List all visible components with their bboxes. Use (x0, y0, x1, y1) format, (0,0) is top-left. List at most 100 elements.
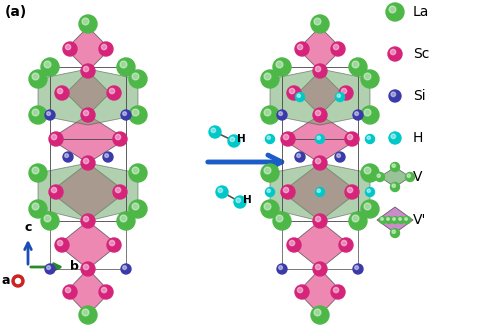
Circle shape (364, 167, 371, 174)
Circle shape (349, 58, 367, 76)
Circle shape (132, 73, 139, 80)
Circle shape (355, 266, 359, 269)
Circle shape (335, 152, 345, 162)
Circle shape (99, 285, 113, 299)
Circle shape (352, 215, 359, 222)
Circle shape (385, 216, 393, 223)
Circle shape (132, 167, 139, 174)
Circle shape (392, 216, 398, 223)
Circle shape (364, 109, 371, 116)
Circle shape (296, 93, 304, 101)
Circle shape (81, 156, 95, 170)
Circle shape (55, 238, 69, 252)
Circle shape (334, 44, 339, 50)
Circle shape (281, 132, 295, 146)
Text: La: La (413, 5, 430, 19)
Circle shape (313, 108, 327, 122)
Circle shape (407, 174, 410, 178)
Circle shape (352, 61, 359, 68)
Circle shape (79, 15, 97, 33)
Text: V: V (413, 170, 422, 184)
Circle shape (392, 164, 396, 167)
Circle shape (375, 173, 384, 181)
Circle shape (389, 132, 401, 144)
Circle shape (41, 212, 59, 230)
Circle shape (121, 110, 131, 120)
Circle shape (391, 134, 396, 139)
Circle shape (115, 187, 120, 193)
Circle shape (397, 216, 405, 223)
Circle shape (317, 189, 321, 193)
Circle shape (216, 186, 228, 198)
Circle shape (391, 92, 396, 96)
Circle shape (55, 86, 69, 100)
Circle shape (283, 187, 288, 193)
Circle shape (261, 70, 279, 88)
Circle shape (311, 306, 329, 324)
Text: b: b (70, 261, 79, 273)
Circle shape (380, 216, 386, 223)
Circle shape (298, 287, 303, 293)
Circle shape (289, 240, 295, 246)
Circle shape (279, 112, 283, 115)
Circle shape (117, 212, 135, 230)
Polygon shape (66, 27, 110, 71)
Polygon shape (298, 27, 342, 71)
Circle shape (388, 47, 402, 61)
Text: H: H (237, 134, 246, 144)
Circle shape (29, 200, 47, 218)
Circle shape (298, 44, 303, 50)
Circle shape (348, 187, 353, 193)
Circle shape (367, 189, 371, 193)
Circle shape (51, 187, 57, 193)
Text: V': V' (413, 213, 426, 227)
Circle shape (393, 218, 396, 220)
Circle shape (264, 203, 271, 210)
Circle shape (117, 58, 135, 76)
Circle shape (103, 152, 113, 162)
Polygon shape (58, 221, 118, 269)
Circle shape (109, 88, 115, 94)
Circle shape (81, 64, 95, 78)
Circle shape (84, 216, 89, 222)
Circle shape (295, 285, 309, 299)
Text: H: H (243, 195, 252, 205)
Circle shape (315, 134, 324, 144)
Circle shape (230, 137, 235, 142)
Circle shape (47, 266, 50, 269)
Circle shape (109, 240, 115, 246)
Circle shape (387, 218, 389, 220)
Circle shape (120, 61, 127, 68)
Polygon shape (377, 207, 413, 233)
Circle shape (12, 275, 24, 287)
Circle shape (295, 42, 309, 56)
Circle shape (276, 61, 283, 68)
Circle shape (82, 309, 89, 316)
Circle shape (267, 189, 270, 193)
Circle shape (345, 185, 359, 199)
Circle shape (129, 106, 147, 124)
Circle shape (313, 214, 327, 228)
Circle shape (84, 111, 89, 116)
Circle shape (389, 6, 396, 13)
Circle shape (123, 266, 127, 269)
Circle shape (41, 58, 59, 76)
Circle shape (84, 66, 89, 72)
Circle shape (287, 86, 301, 100)
Polygon shape (38, 163, 138, 221)
Circle shape (361, 106, 379, 124)
Circle shape (79, 306, 97, 324)
Polygon shape (298, 71, 342, 115)
Circle shape (331, 285, 345, 299)
Circle shape (297, 94, 300, 97)
Circle shape (264, 73, 271, 80)
Circle shape (236, 198, 240, 203)
Circle shape (277, 264, 287, 274)
Circle shape (399, 218, 401, 220)
Polygon shape (290, 221, 350, 269)
Circle shape (277, 110, 287, 120)
Circle shape (58, 240, 63, 246)
Circle shape (113, 185, 127, 199)
Circle shape (377, 174, 381, 178)
Circle shape (279, 266, 283, 269)
